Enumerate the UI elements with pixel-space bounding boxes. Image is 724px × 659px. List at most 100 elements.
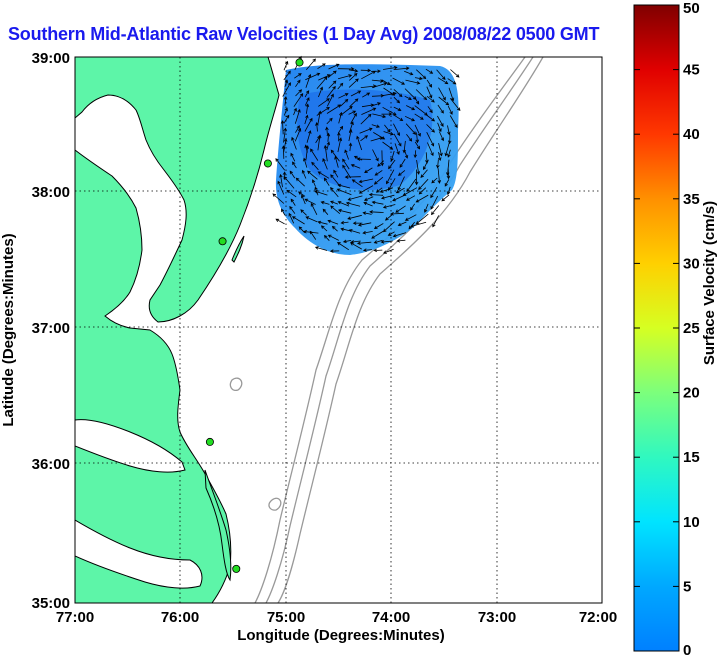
velocity-arrow (338, 74, 353, 80)
velocity-arrow (374, 170, 383, 176)
velocity-arrow (371, 200, 384, 205)
y-tick-label: 35:00 (32, 595, 70, 612)
velocity-arrow (381, 79, 391, 86)
velocity-arrow (284, 79, 289, 88)
velocity-arrow (362, 92, 371, 98)
velocity-arrow (350, 112, 357, 124)
velocity-arrow (358, 178, 374, 184)
velocity-arrow (326, 93, 334, 107)
velocity-arrow (311, 161, 319, 171)
velocity-arrow (329, 249, 340, 253)
velocity-arrow (448, 87, 455, 102)
velocity-arrow (384, 124, 391, 133)
velocity-arrow (275, 218, 285, 225)
velocity-arrow (388, 159, 396, 170)
hf-radar-stations (205, 58, 304, 573)
velocity-arrow (444, 142, 450, 157)
velocity-arrow (344, 175, 361, 179)
velocity-arrow (356, 241, 372, 245)
velocity-arrow (272, 193, 285, 204)
velocity-arrow (283, 70, 291, 81)
velocity-arrow (295, 125, 300, 133)
colorbar (633, 4, 680, 652)
velocity-arrow (293, 93, 304, 107)
velocity-arrow (373, 239, 383, 244)
bathymetry-contours (229, 57, 544, 603)
y-tick-label: 36:00 (32, 456, 70, 473)
velocity-arrow (342, 239, 352, 244)
velocity-vectors (272, 55, 461, 254)
velocity-arrow (395, 187, 405, 194)
velocity-arrow (447, 149, 451, 158)
velocity-arrow (426, 132, 435, 147)
velocity-arrow (430, 205, 440, 216)
velocity-arrow (318, 86, 323, 98)
velocity-arrow (373, 248, 383, 253)
velocity-arrow (427, 106, 433, 114)
velocity-arrow (382, 91, 397, 96)
velocity-arrow (414, 76, 423, 81)
velocity-arrow (410, 221, 427, 228)
velocity-arrow (363, 201, 373, 207)
velocity-arrow (320, 200, 330, 205)
velocity-arrow (371, 124, 381, 128)
velocity-arrow (330, 149, 340, 162)
x-tick-label: 75:00 (267, 609, 305, 626)
velocity-arrow (373, 223, 384, 230)
velocity-arrow (405, 123, 417, 135)
velocity-arrow (356, 157, 371, 161)
velocity-arrow (426, 86, 433, 99)
velocity-arrow (337, 208, 352, 214)
velocity-arrow (414, 113, 424, 120)
map-title: Southern Mid-Atlantic Raw Velocities (1 … (8, 24, 600, 44)
velocity-arrow (430, 186, 438, 199)
velocity-arrow (286, 189, 297, 198)
y-tick-label: 39:00 (32, 50, 70, 67)
velocity-arrow (360, 68, 372, 73)
velocity-arrow (288, 212, 295, 224)
velocity-arrow (392, 194, 406, 202)
velocity-arrow (420, 169, 428, 179)
velocity-arrow (326, 141, 330, 151)
plot-frame (74, 56, 603, 604)
velocity-arrow (446, 168, 451, 180)
velocity-arrow (309, 230, 317, 240)
velocity-arrow (397, 170, 406, 176)
velocity-arrow (447, 125, 451, 136)
velocity-arrow (360, 113, 372, 125)
velocity-arrow (329, 200, 339, 205)
velocity-arrow (423, 159, 429, 171)
velocity-arrow (337, 242, 350, 251)
velocity-arrow (405, 195, 416, 201)
velocity-arrow (351, 179, 363, 188)
velocity-arrow (387, 178, 396, 192)
velocity-arrow (322, 158, 328, 170)
velocity-arrow (377, 160, 385, 167)
velocity-arrow (361, 70, 377, 80)
velocity-arrow (290, 198, 296, 206)
velocity-arrow (331, 225, 338, 232)
velocity-arrow (375, 187, 383, 193)
velocity-arrow (397, 176, 405, 191)
velocity-arrow (290, 152, 296, 162)
velocity-arrow (441, 194, 450, 202)
velocity-arrow (306, 130, 312, 143)
velocity-arrow (438, 131, 444, 142)
velocity-arrow (348, 68, 359, 73)
velocity-arrow (348, 78, 359, 88)
velocity-arrow (396, 238, 406, 243)
velocity-arrow (392, 77, 406, 85)
velocity-arrow (317, 110, 322, 125)
colorbar-tick-label: 10 (683, 514, 700, 531)
velocity-arrow (315, 122, 319, 132)
velocity-arrow (281, 145, 286, 159)
radar-station-marker (295, 58, 304, 67)
velocity-arrow (325, 126, 329, 135)
velocity-arrow (294, 108, 301, 124)
velocity-arrow (344, 149, 349, 160)
radar-station-marker (263, 159, 272, 168)
velocity-arrow (304, 90, 310, 98)
velocity-arrow (340, 98, 349, 107)
velocity-arrow (328, 63, 340, 70)
